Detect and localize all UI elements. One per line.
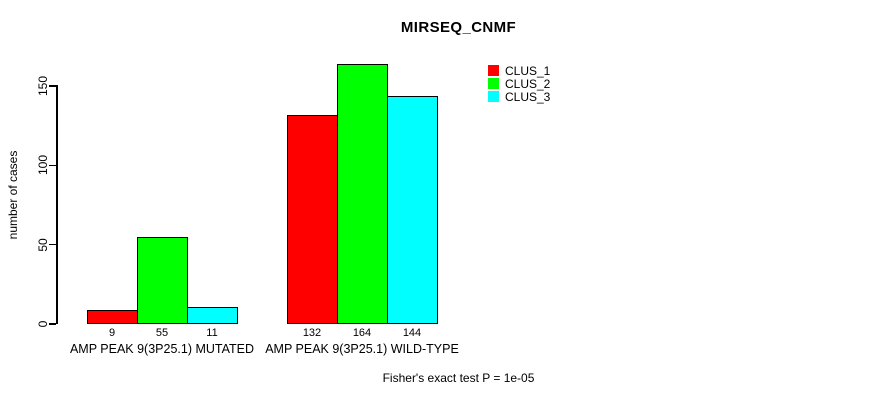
bar-CLUS_1 bbox=[87, 309, 138, 324]
y-tick-mark bbox=[49, 164, 56, 167]
legend-label-CLUS_3: CLUS_3 bbox=[505, 90, 551, 104]
bar-value-label: 144 bbox=[402, 327, 422, 339]
y-axis bbox=[56, 85, 58, 324]
y-tick-label: 50 bbox=[36, 237, 50, 252]
y-axis-label: number of cases bbox=[6, 150, 20, 240]
bar-value-label: 132 bbox=[302, 327, 322, 339]
y-tick-mark bbox=[49, 323, 56, 325]
bar-CLUS_2 bbox=[337, 63, 388, 324]
bar-CLUS_2 bbox=[137, 236, 188, 324]
footer-annotation: Fisher's exact test P = 1e-05 bbox=[382, 371, 535, 385]
y-tick-label: 150 bbox=[36, 75, 50, 97]
y-tick-mark bbox=[49, 85, 56, 87]
bar-value-label: 164 bbox=[352, 327, 372, 339]
legend-swatch-CLUS_3 bbox=[488, 91, 499, 102]
y-tick-label: 0 bbox=[36, 320, 50, 328]
legend-swatch-CLUS_2 bbox=[488, 78, 499, 89]
bar-value-label: 9 bbox=[108, 327, 116, 339]
bar-CLUS_3 bbox=[387, 95, 438, 324]
y-tick-label: 100 bbox=[36, 155, 50, 176]
legend-label-CLUS_1: CLUS_1 bbox=[505, 64, 551, 78]
bar-CLUS_3 bbox=[187, 306, 238, 324]
y-tick-mark bbox=[49, 243, 56, 246]
x-axis-category-label: AMP PEAK 9(3P25.1) MUTATED bbox=[69, 342, 255, 356]
x-axis-category-label: AMP PEAK 9(3P25.1) WILD-TYPE bbox=[265, 342, 459, 356]
bar-value-label: 55 bbox=[155, 327, 169, 339]
legend-swatch-CLUS_1 bbox=[488, 65, 499, 76]
legend-label-CLUS_2: CLUS_2 bbox=[505, 77, 551, 91]
chart-title: MIRSEQ_CNMF bbox=[400, 19, 517, 36]
bar-CLUS_1 bbox=[287, 114, 338, 324]
bar-value-label: 11 bbox=[206, 327, 218, 339]
